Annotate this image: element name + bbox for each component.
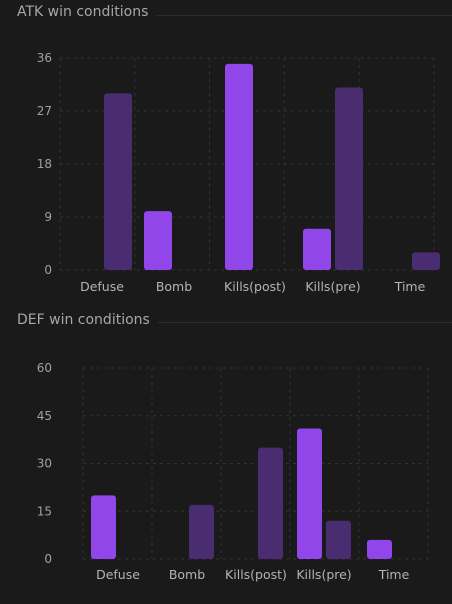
def-x-tick-label: Time xyxy=(378,567,410,582)
atk-bar-kills-pre-series-2 xyxy=(335,87,363,270)
def-bar-time-series-1 xyxy=(367,539,392,559)
atk-y-tick-label: 36 xyxy=(37,51,52,65)
atk-y-tick-label: 27 xyxy=(37,104,52,118)
atk-bar-kills-post-series-1 xyxy=(225,63,253,271)
atk-chart-title: ATK win conditions xyxy=(17,4,157,20)
atk-bar-bomb-series-1 xyxy=(144,211,172,270)
atk-x-tick-label: Kills(post) xyxy=(224,279,286,294)
def-chart-title: DEF win conditions xyxy=(17,312,158,328)
def-y-tick-label: 15 xyxy=(37,504,52,518)
def-x-tick-label: Kills(pre) xyxy=(296,567,351,582)
atk-bar-time-series-2 xyxy=(412,252,440,270)
def-y-tick-label: 0 xyxy=(44,552,52,566)
def-bar-kills-post-series-2 xyxy=(258,447,283,559)
def-y-tick-label: 30 xyxy=(37,457,52,471)
atk-bar-defuse-series-2 xyxy=(104,93,132,270)
def-y-tick-label: 60 xyxy=(37,361,52,375)
atk-bar-kills-pre-series-1 xyxy=(303,228,331,270)
def-bar-bomb-series-2 xyxy=(189,504,214,559)
atk-x-tick-label: Kills(pre) xyxy=(305,279,360,294)
atk-y-tick-label: 9 xyxy=(44,210,52,224)
atk-title-rule xyxy=(17,15,452,16)
def-bar-kills-pre-series-1 xyxy=(297,428,322,559)
atk-x-tick-label: Defuse xyxy=(80,279,124,294)
atk-y-tick-label: 18 xyxy=(37,157,52,171)
atk-chart-section: ATK win conditions 0 9 18 27 36 Defuse Bomb Kil… xyxy=(0,0,452,300)
def-x-tick-label: Kills(post) xyxy=(225,567,287,582)
atk-x-tick-label: Time xyxy=(394,279,426,294)
def-title-rule xyxy=(17,322,452,323)
def-chart-section: DEF win conditions 0 15 30 45 60 Defuse Bomb Ki… xyxy=(0,300,452,604)
def-x-tick-label: Defuse xyxy=(96,567,140,582)
def-bar-kills-pre-series-2 xyxy=(326,520,351,559)
def-y-tick-label: 45 xyxy=(37,409,52,423)
atk-x-tick-label: Bomb xyxy=(156,279,192,294)
def-x-tick-label: Bomb xyxy=(169,567,205,582)
def-bar-defuse-series-1 xyxy=(91,495,116,559)
def-chart: 0 15 30 45 60 Defuse Bomb Kills(post) Kills(pre)… xyxy=(37,361,429,582)
atk-y-tick-label: 0 xyxy=(44,263,52,277)
atk-chart: 0 9 18 27 36 Defuse Bomb Kills(post) Kills(pre) T… xyxy=(37,51,440,294)
